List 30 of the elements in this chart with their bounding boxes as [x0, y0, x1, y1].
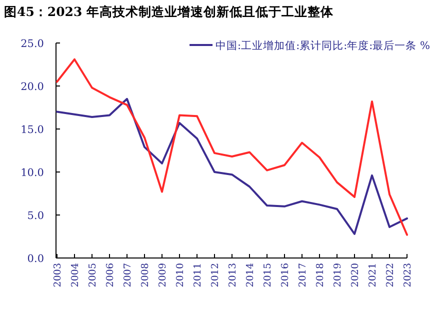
x-tick-label: 2016 — [280, 263, 291, 288]
x-tick-label: 2008 — [140, 263, 151, 288]
x-tick-label: 2013 — [228, 263, 238, 288]
x-tick-label: 2020 — [350, 263, 361, 288]
x-tick-label: 2015 — [262, 263, 274, 288]
y-tick-label: 5.0 — [27, 210, 44, 222]
x-tick-label: 2012 — [210, 263, 221, 288]
x-tick-label: 2014 — [245, 263, 256, 288]
x-tick-label: 2005 — [88, 263, 98, 288]
legend-label: 中国:工业增加值:累计同比:年度:最后一条 % — [216, 39, 430, 52]
x-tick-label: 2011 — [192, 263, 204, 288]
x-tick-label: 2004 — [70, 263, 81, 288]
x-tick-label: 2017 — [298, 263, 308, 288]
y-tick-label: 0.0 — [27, 253, 44, 265]
x-tick-label: 2019 — [332, 263, 344, 288]
legend: 中国:工业增加值:累计同比:年度:最后一条 % — [190, 40, 430, 52]
x-tick-label: 2018 — [315, 263, 326, 288]
x-tick-label: 2010 — [175, 263, 186, 288]
x-tick-label: 2021 — [368, 263, 378, 288]
x-tick-label: 2023 — [402, 263, 414, 288]
x-tick-label: 2022 — [385, 263, 396, 288]
y-tick-label: 10.0 — [20, 167, 44, 179]
y-tick-label: 20.0 — [20, 81, 44, 93]
y-tick-label: 25.0 — [20, 38, 44, 50]
x-tick-label: 2006 — [105, 263, 116, 288]
x-tick-label: 2007 — [122, 263, 134, 288]
x-tick-label: 2009 — [158, 263, 168, 288]
chart-title: 图45：2023 年高技术制造业增速创新低且低于工业整体 — [4, 4, 335, 19]
y-tick-label: 15.0 — [20, 124, 44, 136]
x-tick-label: 2003 — [52, 263, 64, 288]
